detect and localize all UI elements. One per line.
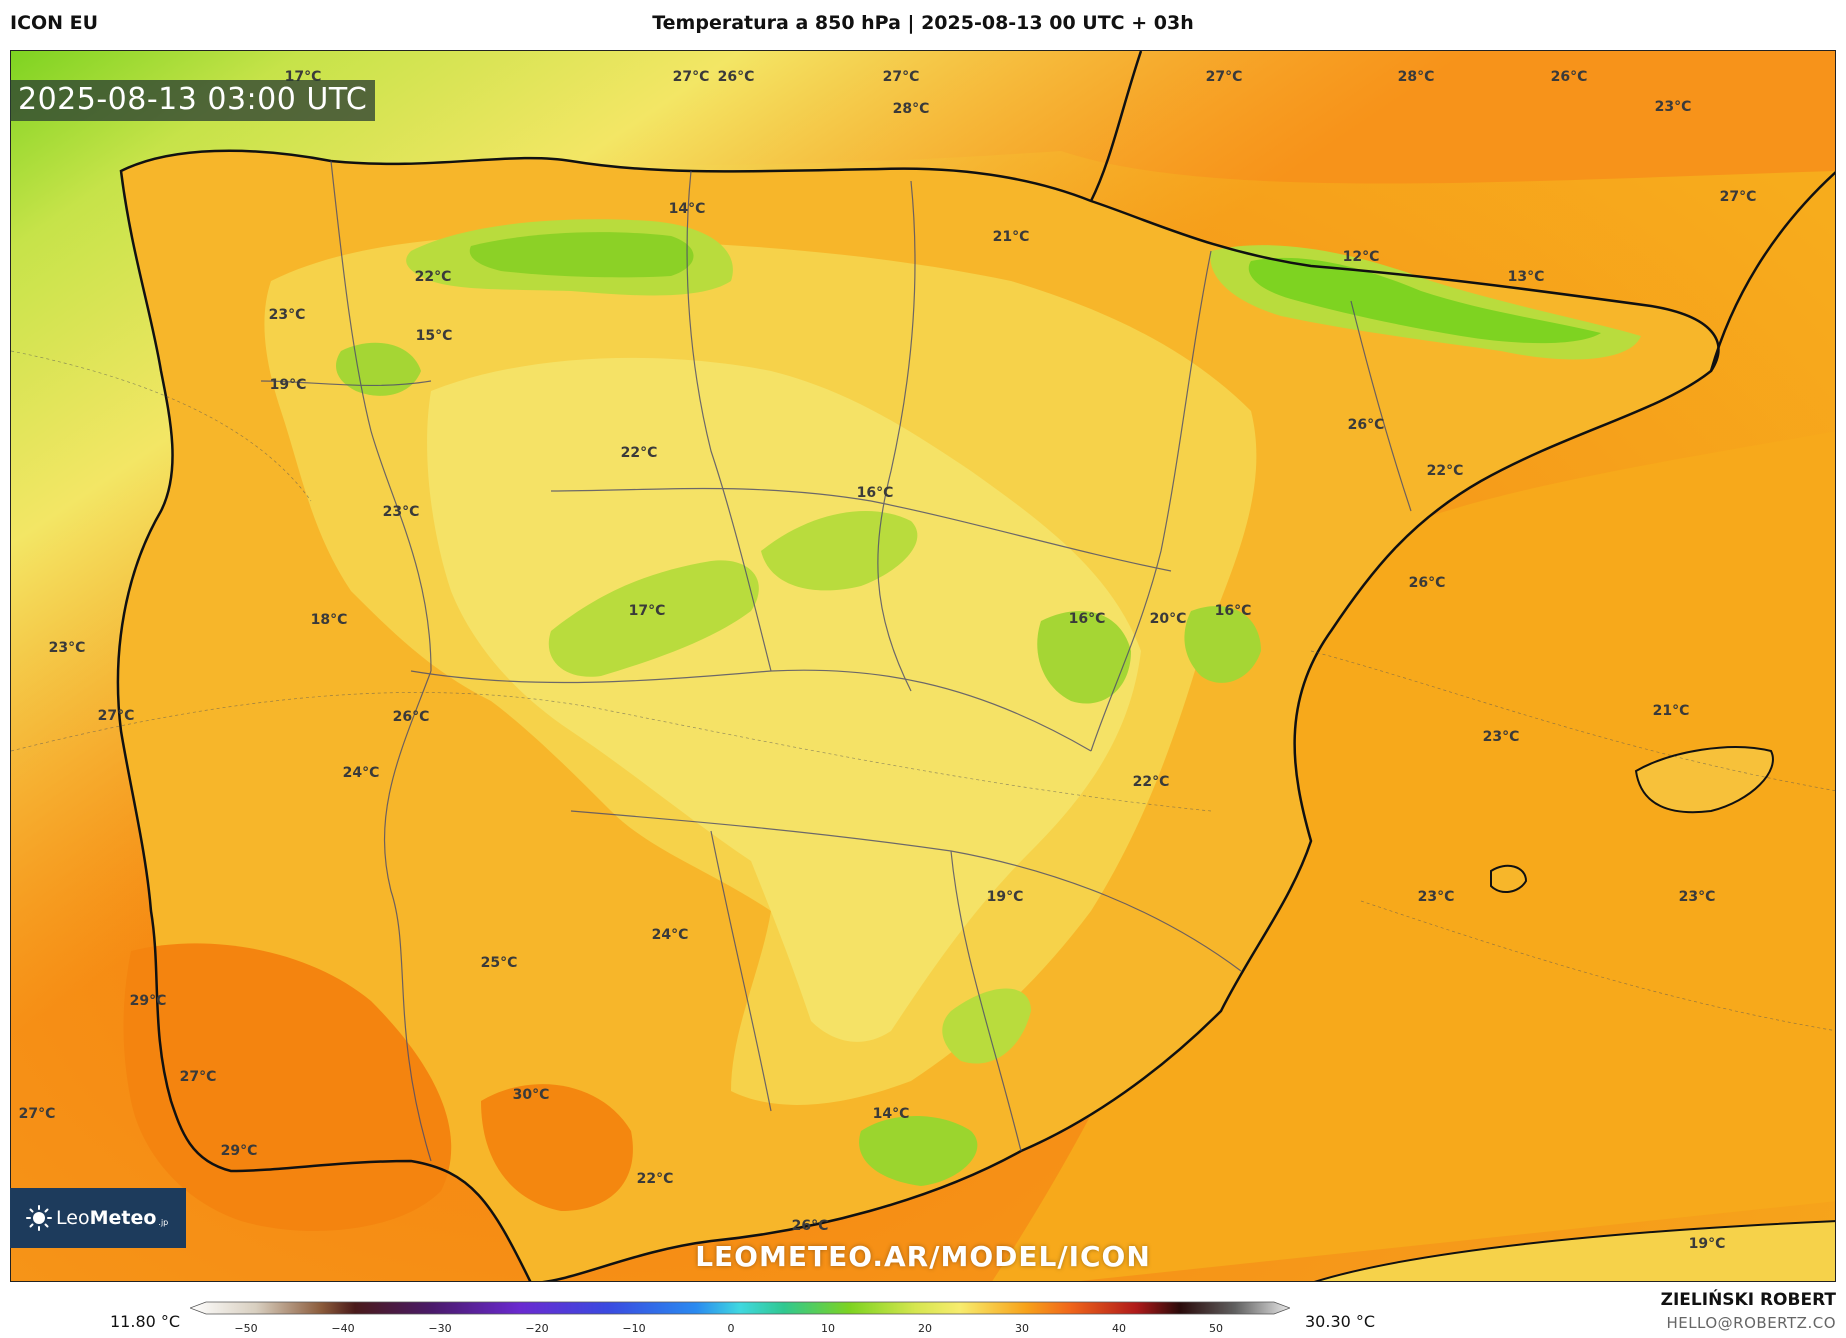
- temp-label: 26°C: [392, 709, 430, 725]
- temp-label: 22°C: [1132, 774, 1170, 790]
- tick-label: 40: [1112, 1322, 1126, 1335]
- temp-label: 23°C: [268, 307, 306, 323]
- temp-label: 27°C: [1719, 189, 1757, 205]
- temp-label: 20°C: [1149, 611, 1187, 627]
- temp-label: 19°C: [269, 377, 307, 393]
- temp-label: 23°C: [382, 504, 420, 520]
- temp-label: 16°C: [1068, 611, 1106, 627]
- tick-label: −20: [525, 1322, 548, 1335]
- temp-label: 19°C: [1688, 1236, 1726, 1252]
- temp-label: 16°C: [856, 485, 894, 501]
- temp-label: 27°C: [18, 1106, 56, 1122]
- weather-map[interactable]: 17°C 27°C 26°C 27°C 28°C 27°C 28°C 26°C …: [10, 50, 1836, 1282]
- tick-label: 10: [821, 1322, 835, 1335]
- temp-label: 22°C: [414, 269, 452, 285]
- central-system-cold: [548, 560, 759, 677]
- iberian-system-cold: [1037, 611, 1131, 704]
- temperature-field: [11, 51, 1835, 1281]
- temp-label: 21°C: [1652, 703, 1690, 719]
- temp-label: 16°C: [1214, 603, 1252, 619]
- isotherms: [11, 350, 1835, 1032]
- region-borders: [260, 160, 1412, 1162]
- temp-label: 23°C: [48, 640, 86, 656]
- inner-plateau: [427, 357, 1141, 1042]
- temp-label: 25°C: [480, 955, 518, 971]
- pyrenees-cold-core: [1248, 257, 1601, 344]
- coastline: [116, 149, 1720, 1281]
- betic-cold: [942, 988, 1031, 1064]
- leometeo-logo[interactable]: LeoMeteo .jp: [10, 1188, 186, 1248]
- temp-label: 14°C: [668, 201, 706, 217]
- temp-label: 22°C: [636, 1171, 674, 1187]
- temp-label: 30°C: [512, 1087, 550, 1103]
- temp-label: 13°C: [1507, 269, 1545, 285]
- france-coast: [1089, 51, 1143, 202]
- logo-suffix: .jp: [158, 1217, 169, 1227]
- tick-label: 0: [728, 1322, 735, 1335]
- logo-bold: Meteo: [89, 1207, 157, 1229]
- colorbar-strip: [190, 1301, 1290, 1315]
- temp-label: 15°C: [415, 328, 453, 344]
- temp-label: 24°C: [651, 927, 689, 943]
- author-name: ZIELIŃSKI ROBERT: [1660, 1290, 1836, 1310]
- galicia-cold: [336, 342, 421, 396]
- temp-label: 22°C: [620, 445, 658, 461]
- temp-label: 18°C: [310, 612, 348, 628]
- cantabrian-cold-core: [469, 232, 694, 278]
- temp-label: 21°C: [992, 229, 1030, 245]
- temp-label: 26°C: [717, 69, 755, 85]
- valid-time-badge: 2025-08-13 03:00 UTC: [10, 80, 376, 121]
- logo-text: LeoMeteo: [56, 1207, 156, 1229]
- temp-label: 23°C: [1417, 889, 1455, 905]
- temp-label: 27°C: [179, 1069, 217, 1085]
- temp-label: 26°C: [791, 1218, 829, 1234]
- map-title: Temperatura a 850 hPa | 2025-08-13 00 UT…: [652, 12, 1194, 34]
- temp-label: 23°C: [1678, 889, 1716, 905]
- model-name: ICON EU: [10, 12, 99, 34]
- temp-label: 17°C: [628, 603, 666, 619]
- temp-label: 27°C: [882, 69, 920, 85]
- tick-label: −50: [234, 1322, 257, 1335]
- temp-label: 19°C: [986, 889, 1024, 905]
- temp-label: 12°C: [1342, 249, 1380, 265]
- temp-label: 28°C: [892, 101, 930, 117]
- tick-label: −40: [331, 1322, 354, 1335]
- temp-label: 27°C: [97, 708, 135, 724]
- temp-label: 27°C: [1205, 69, 1243, 85]
- temp-label: 14°C: [872, 1106, 910, 1122]
- france-med-coast: [1709, 171, 1835, 372]
- watermark-url[interactable]: LEOMETEO.AR/MODEL/ICON: [695, 1240, 1151, 1273]
- temperature-colorbar: −50 −40 −30 −20 −10 0 10 20 30 40 50: [190, 1301, 1290, 1335]
- sierra-nevada-cold: [859, 1116, 978, 1186]
- temp-label: 23°C: [1654, 99, 1692, 115]
- temp-label: 28°C: [1397, 69, 1435, 85]
- temp-label: 23°C: [1482, 729, 1520, 745]
- legend-max-label: 30.30 °C: [1305, 1312, 1376, 1331]
- ibiza: [1490, 864, 1528, 893]
- temp-label: 26°C: [1550, 69, 1588, 85]
- temp-label: 26°C: [1408, 575, 1446, 591]
- tick-label: 20: [918, 1322, 932, 1335]
- tick-label: 30: [1015, 1322, 1029, 1335]
- temp-label: 27°C: [672, 69, 710, 85]
- temp-label: 24°C: [342, 765, 380, 781]
- temp-label: 29°C: [129, 993, 167, 1009]
- temp-label: 22°C: [1426, 463, 1464, 479]
- header: ICON EU Temperatura a 850 hPa | 2025-08-…: [0, 0, 1846, 50]
- temp-label: 26°C: [1347, 417, 1385, 433]
- legend-min-label: 11.80 °C: [110, 1312, 181, 1331]
- author-email[interactable]: HELLO@ROBERTZ.CO: [1666, 1314, 1836, 1332]
- mallorca: [1634, 746, 1774, 814]
- logo-prefix: Leo: [56, 1207, 90, 1229]
- guadalquivir-warm: [481, 1084, 633, 1211]
- iberian-system-cold-east: [1184, 605, 1261, 683]
- tick-label: 50: [1209, 1322, 1223, 1335]
- north-africa-coast: [1314, 1220, 1835, 1281]
- temp-label: 29°C: [220, 1143, 258, 1159]
- tick-label: −30: [428, 1322, 451, 1335]
- tick-label: −10: [622, 1322, 645, 1335]
- sun-icon: [26, 1205, 52, 1231]
